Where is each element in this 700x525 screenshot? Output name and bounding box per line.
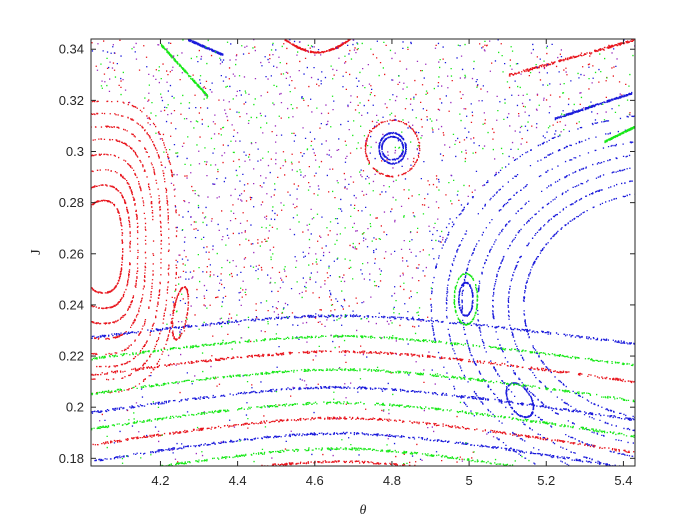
y-tick-label: 0.2 <box>66 400 84 415</box>
axis-ticks: 4.2 4.4 4.6 4.8 5 5.2 5.4 0.18 0.2 0.22 0.24 0.26 0.… <box>59 39 635 488</box>
y-tick-label: 0.3 <box>66 144 84 159</box>
plot-frame <box>90 38 636 467</box>
x-tick-label: 4.4 <box>229 473 247 488</box>
x-tick-label: 4.8 <box>383 473 401 488</box>
scatter-points <box>91 39 635 466</box>
x-tick-label: 5 <box>465 473 472 488</box>
x-tick-label: 5.4 <box>614 473 632 488</box>
y-tick-label: 0.34 <box>59 42 84 57</box>
y-tick-label: 0.26 <box>59 246 84 261</box>
y-axis-label: J <box>29 249 44 255</box>
x-tick-label: 4.2 <box>151 473 169 488</box>
x-axis-label: θ <box>360 503 367 518</box>
y-tick-label: 0.32 <box>59 93 84 108</box>
y-tick-label: 0.24 <box>59 297 84 312</box>
point-group-0 <box>91 39 635 466</box>
y-tick-label: 0.18 <box>59 451 84 466</box>
x-tick-label: 5.2 <box>537 473 555 488</box>
y-tick-label: 0.22 <box>59 349 84 364</box>
y-tick-label: 0.28 <box>59 195 84 210</box>
plot-background <box>91 39 635 466</box>
x-tick-label: 4.6 <box>306 473 324 488</box>
